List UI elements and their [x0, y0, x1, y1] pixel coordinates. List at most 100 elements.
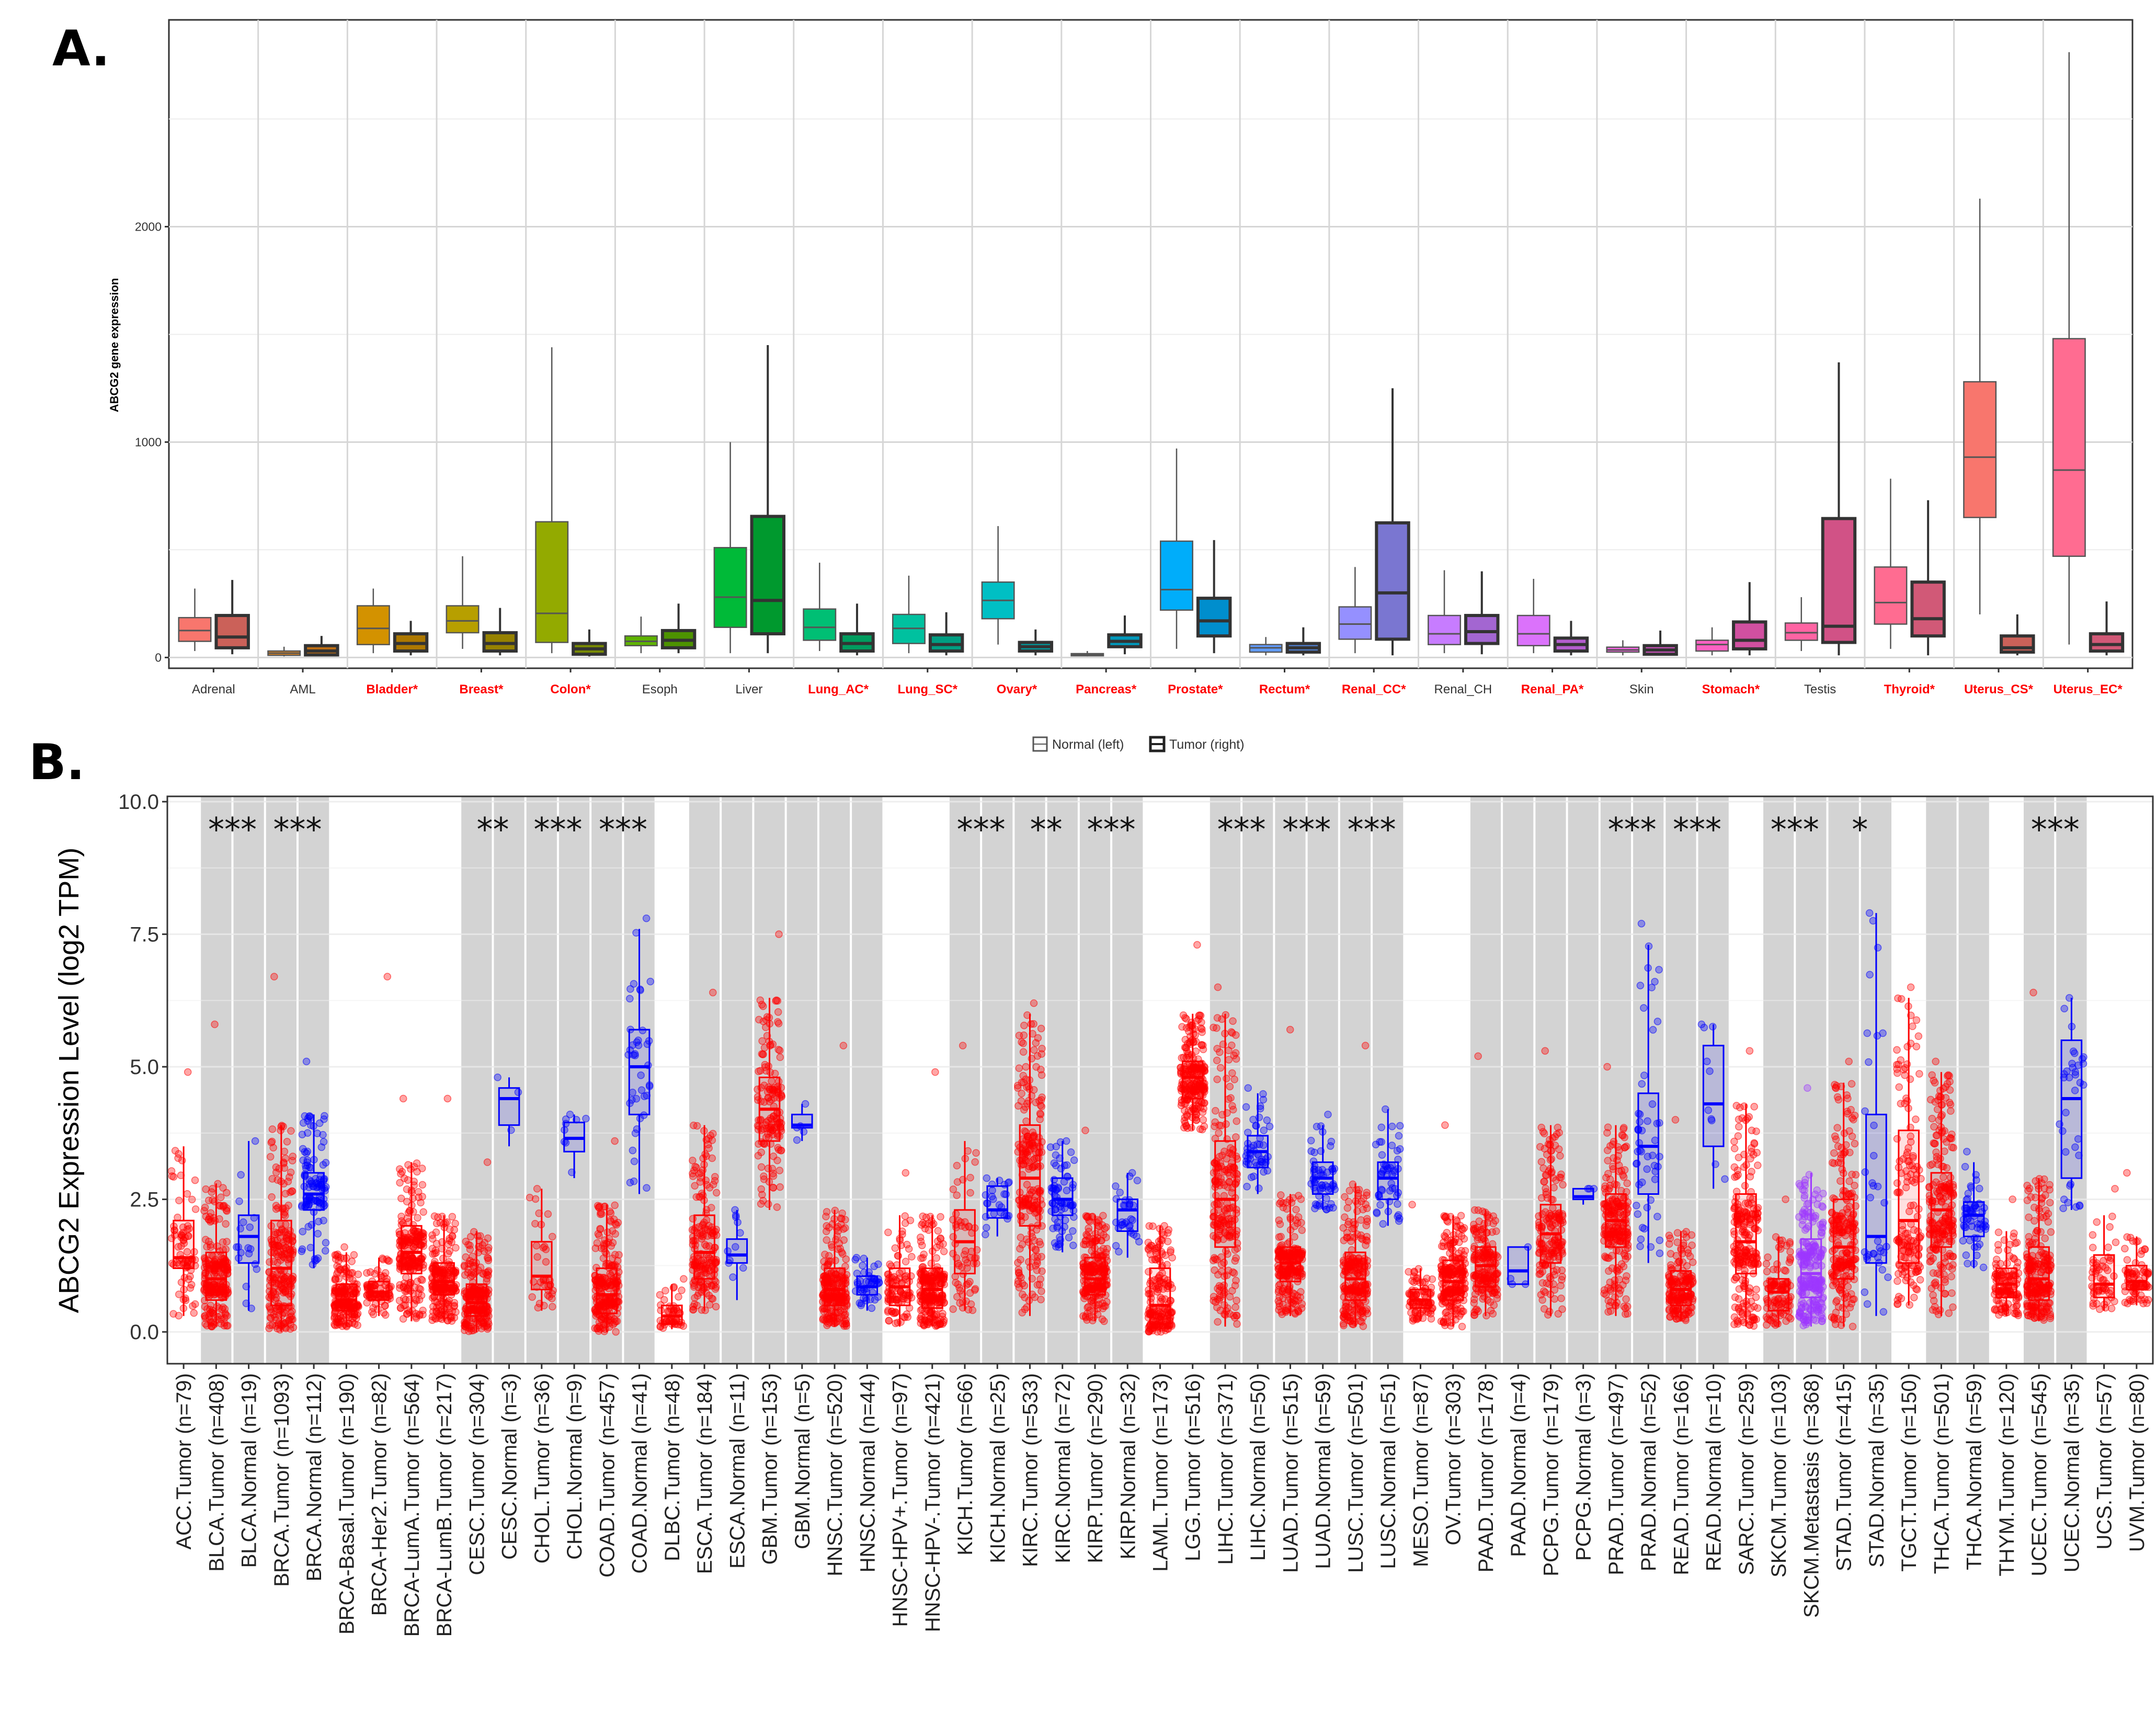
data-point	[450, 1301, 459, 1310]
data-point	[1069, 1227, 1077, 1235]
data-point	[341, 1320, 349, 1329]
data-point	[1285, 1238, 1293, 1246]
box-normal-9	[981, 526, 1015, 645]
box-tumor-12	[1285, 627, 1321, 656]
data-point	[765, 1062, 772, 1070]
shade-band-12	[558, 796, 590, 1364]
x-tick-label: Liver	[735, 682, 762, 696]
data-point	[902, 1169, 910, 1177]
data-point	[1307, 1147, 1315, 1155]
data-point	[1277, 1308, 1285, 1316]
x-tick-label: Rectum*	[1259, 682, 1310, 696]
data-point	[317, 1143, 326, 1151]
x-tick-label: Bladder*	[366, 682, 418, 696]
data-point	[982, 1230, 989, 1239]
data-point	[1213, 1303, 1221, 1311]
data-point	[1228, 1102, 1236, 1110]
data-point	[483, 1158, 492, 1166]
data-point	[823, 1236, 830, 1244]
data-point	[242, 1283, 250, 1291]
data-point	[207, 1322, 215, 1330]
data-point	[380, 1272, 388, 1280]
data-point	[842, 1255, 850, 1263]
box-tumor-6	[750, 345, 785, 654]
data-point	[1277, 1232, 1285, 1241]
data-point	[611, 1137, 619, 1145]
data-point	[680, 1275, 688, 1283]
points-0	[167, 1068, 200, 1320]
data-point	[1298, 1300, 1306, 1308]
data-point	[1279, 1294, 1287, 1302]
data-point	[1052, 1143, 1060, 1151]
data-point	[1228, 1069, 1236, 1077]
box-tumor-4	[572, 629, 607, 657]
box-normal-11	[1160, 448, 1193, 649]
data-point	[1291, 1222, 1299, 1230]
box-normal-8	[892, 575, 926, 654]
data-point	[399, 1315, 407, 1323]
data-point	[1322, 1205, 1330, 1214]
data-point	[1146, 1324, 1155, 1333]
box-body	[1196, 597, 1232, 638]
data-point	[712, 1303, 720, 1311]
data-point	[615, 1251, 623, 1259]
data-point	[709, 1181, 717, 1189]
box-body	[2089, 632, 2125, 653]
data-point	[299, 1119, 307, 1127]
data-point	[1223, 1075, 1230, 1082]
box-normal-6	[713, 442, 747, 654]
data-point	[597, 1225, 604, 1234]
data-point	[1018, 1240, 1026, 1249]
panel-a-y-axis-label: ABCG2 gene expression	[108, 278, 121, 413]
data-point	[1361, 1042, 1370, 1049]
data-point	[534, 1304, 542, 1312]
data-point	[920, 1321, 928, 1329]
data-point	[1182, 1054, 1191, 1061]
box-normal-15	[1516, 579, 1550, 654]
data-point	[171, 1147, 179, 1155]
data-point	[823, 1222, 830, 1230]
data-point	[1112, 1182, 1120, 1190]
data-point	[611, 1201, 619, 1209]
data-point	[630, 1157, 638, 1166]
data-point	[273, 1324, 281, 1333]
x-tick-label: Uterus_EC*	[2054, 682, 2123, 696]
data-point	[246, 1245, 255, 1253]
data-point	[1021, 1294, 1029, 1301]
data-point	[406, 1278, 415, 1286]
data-point	[920, 1250, 928, 1259]
data-point	[1030, 999, 1038, 1007]
data-point	[689, 1303, 697, 1311]
y-tick-label: 1000	[135, 435, 162, 449]
data-point	[1201, 1099, 1208, 1107]
data-point	[709, 988, 717, 997]
data-point	[367, 1268, 374, 1276]
data-point	[1218, 1015, 1226, 1023]
box-body	[1963, 381, 1997, 518]
x-tick-label: Esoph	[642, 682, 678, 696]
data-point	[1181, 1113, 1189, 1122]
box-body	[178, 616, 212, 642]
data-point	[953, 1178, 962, 1186]
box-tumor-7	[839, 603, 875, 656]
x-tick-label: Lung_SC*	[897, 682, 957, 696]
panel-a-label: A.	[52, 20, 110, 77]
data-point	[284, 1178, 292, 1185]
data-point	[736, 1229, 744, 1237]
data-point	[1037, 1295, 1045, 1304]
box-tumor-2	[393, 621, 429, 656]
box-body	[1821, 517, 1857, 644]
data-point	[1030, 1046, 1038, 1054]
data-point	[774, 1046, 782, 1054]
data-point	[219, 1184, 227, 1192]
data-point	[417, 1292, 426, 1299]
data-point	[902, 1258, 910, 1265]
data-point	[1161, 1251, 1169, 1259]
data-point	[1147, 1241, 1155, 1250]
data-point	[251, 1137, 259, 1145]
data-point	[771, 1069, 779, 1078]
data-point	[851, 1255, 859, 1264]
data-point	[448, 1317, 456, 1325]
box-body	[1375, 521, 1410, 641]
data-point	[1287, 1298, 1295, 1306]
